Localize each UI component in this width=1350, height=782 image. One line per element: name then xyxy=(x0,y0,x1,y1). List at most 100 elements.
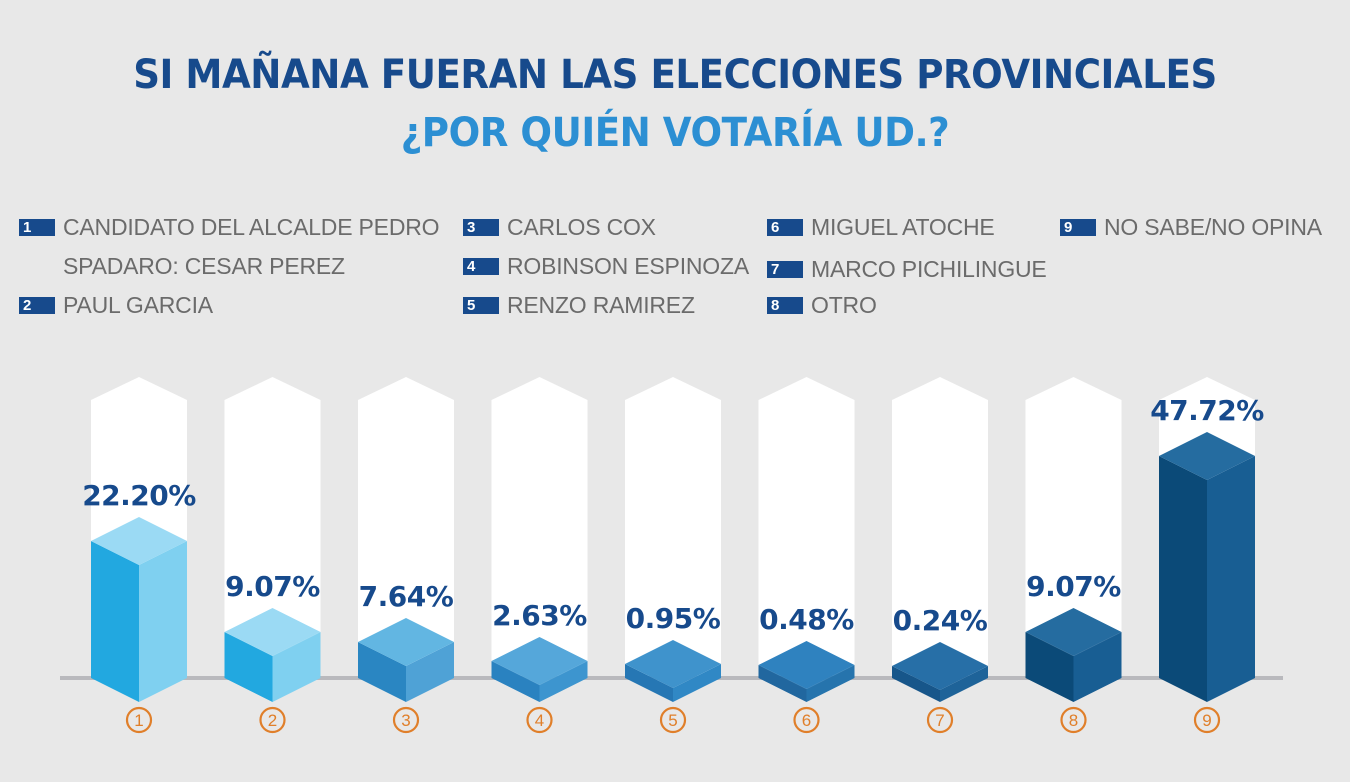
legend-item-3: 3 CARLOS COX xyxy=(463,214,656,247)
category-circle xyxy=(526,706,553,734)
bar xyxy=(224,608,321,702)
value-label: 2.63% xyxy=(492,599,587,632)
legend-number-box: 4 xyxy=(463,258,499,275)
bar-left-face xyxy=(758,665,807,702)
legend-label: OTRO xyxy=(811,292,877,318)
category-circle xyxy=(1060,706,1087,734)
legend-number-box: 3 xyxy=(463,219,499,236)
category-label: 4 xyxy=(535,711,544,730)
category-marker: 5 xyxy=(659,706,687,734)
bar-backdrop xyxy=(758,377,855,678)
value-label: 0.95% xyxy=(626,602,721,635)
legend-label: MIGUEL ATOCHE xyxy=(811,214,995,240)
legend-number-box: 5 xyxy=(463,297,499,314)
legend-label: RENZO RAMIREZ xyxy=(507,292,695,318)
legend-number-box: 2 xyxy=(19,297,55,314)
category-marker: 3 xyxy=(392,706,420,734)
category-label: 9 xyxy=(1202,711,1211,730)
category-label: 2 xyxy=(268,711,277,730)
bar-top-face xyxy=(892,642,988,690)
legend-item-8: 8 OTRO xyxy=(767,292,877,325)
bar-left-face xyxy=(491,661,540,702)
bar-right-face xyxy=(406,642,454,702)
value-label: 22.20% xyxy=(82,479,196,512)
legend-item-5: 5 RENZO RAMIREZ xyxy=(463,292,695,325)
legend-item-2: 2 PAUL GARCIA xyxy=(19,292,213,325)
category-marker: 9 xyxy=(1193,706,1221,734)
bar-top-face xyxy=(1159,432,1255,480)
legend-label: MARCO PICHILINGUE xyxy=(811,256,1047,282)
category-circle xyxy=(926,706,954,734)
bar xyxy=(491,637,588,702)
chart-title: SI MAÑANA FUERAN LAS ELECCIONES PROVINCI… xyxy=(133,52,1217,98)
bar-right-face xyxy=(139,541,187,702)
chart-subtitle: ¿POR QUIÉN VOTARÍA UD.? xyxy=(400,110,950,156)
bar-top-face xyxy=(1025,608,1122,656)
legend-item-6: 6 MIGUEL ATOCHE xyxy=(767,214,995,247)
bar xyxy=(358,618,454,702)
bar xyxy=(625,640,721,702)
category-label: 7 xyxy=(935,711,944,730)
bar-left-face xyxy=(224,632,273,702)
legend-item-9: 9 NO SABE/NO OPINA xyxy=(1060,214,1322,247)
category-marker: 6 xyxy=(793,706,820,734)
category-circle xyxy=(259,706,286,734)
bar-top-face xyxy=(224,608,321,656)
category-marker: 1 xyxy=(125,706,153,734)
value-label: 7.64% xyxy=(359,580,454,613)
legend-label: NO SABE/NO OPINA xyxy=(1104,214,1322,240)
bar xyxy=(1159,432,1255,702)
category-label: 1 xyxy=(134,711,143,730)
category-circle xyxy=(1193,706,1221,734)
bar xyxy=(1025,608,1122,702)
bar-right-face xyxy=(673,664,721,702)
legend-number-box: 7 xyxy=(767,261,803,278)
category-marker: 7 xyxy=(926,706,954,734)
category-circle xyxy=(793,706,820,734)
bar-right-face xyxy=(539,661,588,702)
value-label: 0.48% xyxy=(759,603,854,636)
category-circle xyxy=(392,706,420,734)
bar-left-face xyxy=(1025,632,1074,702)
bar-right-face xyxy=(272,632,321,702)
category-label: 6 xyxy=(802,711,811,730)
value-label: 47.72% xyxy=(1150,394,1264,427)
bar-backdrop xyxy=(358,377,454,678)
bar-top-face xyxy=(358,618,454,666)
bar-left-face xyxy=(1159,456,1207,702)
category-marker: 8 xyxy=(1060,706,1087,734)
category-marker: 4 xyxy=(526,706,553,734)
bar-right-face xyxy=(1207,456,1255,702)
bar-top-face xyxy=(491,637,588,685)
legend-item-4: 4 ROBINSON ESPINOZA xyxy=(463,253,749,286)
bar-left-face xyxy=(892,666,940,702)
category-label: 5 xyxy=(668,711,677,730)
bar-right-face xyxy=(806,665,855,702)
legend-number-box: 8 xyxy=(767,297,803,314)
category-circle xyxy=(125,706,153,734)
bar-backdrop xyxy=(1025,377,1122,678)
bar xyxy=(91,517,187,702)
bar-top-face xyxy=(91,517,187,565)
bar-top-face xyxy=(758,641,855,689)
bar-backdrop xyxy=(491,377,588,678)
category-marker: 2 xyxy=(259,706,286,734)
legend-label: PAUL GARCIA xyxy=(63,292,213,318)
bar xyxy=(892,642,988,702)
value-label: 9.07% xyxy=(1026,570,1121,603)
bar-right-face xyxy=(940,666,988,702)
legend-number-box: 1 xyxy=(19,219,55,236)
bar-right-face xyxy=(1073,632,1122,702)
value-label: 9.07% xyxy=(225,570,320,603)
category-circle xyxy=(659,706,687,734)
bar xyxy=(758,641,855,702)
bar-backdrop xyxy=(892,377,988,678)
legend-number-box: 6 xyxy=(767,219,803,236)
legend-item-1: 1 CANDIDATO DEL ALCALDE PEDRO SPADARO: C… xyxy=(19,214,440,286)
bar-left-face xyxy=(91,541,139,702)
legend-label: CANDIDATO DEL ALCALDE PEDRO SPADARO: CES… xyxy=(63,214,440,279)
bar-left-face xyxy=(625,664,673,702)
legend-item-7: 7 MARCO PICHILINGUE xyxy=(767,256,1047,289)
category-label: 3 xyxy=(401,711,410,730)
bar-top-face xyxy=(625,640,721,688)
